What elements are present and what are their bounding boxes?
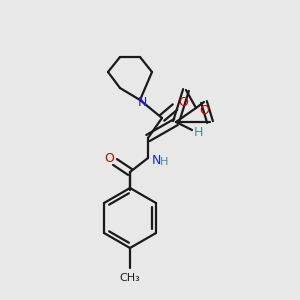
Text: O: O [199,103,209,116]
Text: N: N [137,95,147,109]
Text: H: H [160,157,168,167]
Text: O: O [104,152,114,164]
Text: N: N [151,154,161,166]
Text: O: O [178,97,188,110]
Text: CH₃: CH₃ [120,273,140,283]
Text: H: H [193,125,203,139]
